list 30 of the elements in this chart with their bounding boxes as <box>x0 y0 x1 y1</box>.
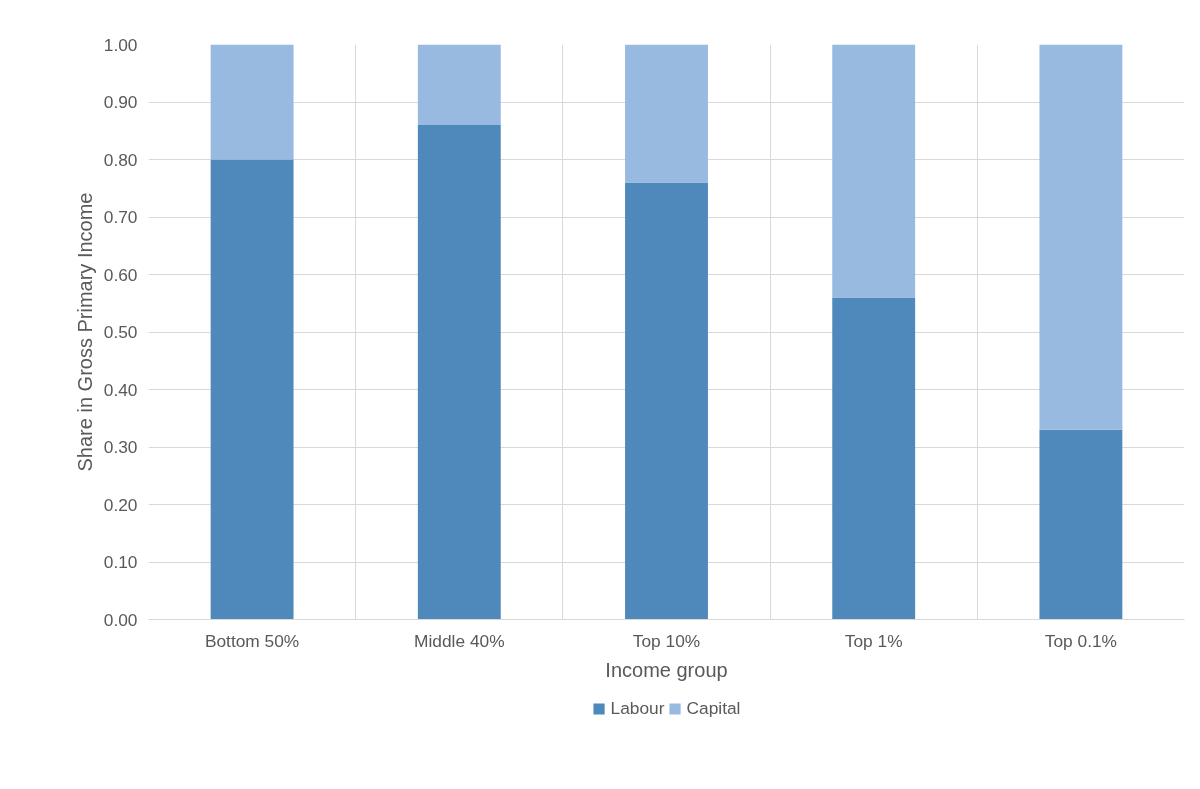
x-axis-title: Income group <box>605 658 728 681</box>
y-tick-label: 0.30 <box>103 437 138 457</box>
y-tick-label: 0.70 <box>103 207 138 227</box>
bar <box>832 297 916 620</box>
y-tick-label: 0.10 <box>103 552 138 572</box>
bar <box>417 125 501 620</box>
bar <box>210 44 294 160</box>
y-tick-label: 0.40 <box>103 379 138 400</box>
x-tick-label: Top 10% <box>632 630 701 651</box>
bar <box>210 159 294 620</box>
y-tick-label: 1.00 <box>103 34 138 55</box>
y-tick-label: 0.50 <box>103 322 138 342</box>
y-axis-title: Share in Gross Primary Income <box>73 192 96 472</box>
bar <box>625 44 708 183</box>
bar <box>1039 429 1123 620</box>
y-tick-label: 0.90 <box>103 92 138 112</box>
y-tick-label: 0.80 <box>103 149 138 170</box>
y-tick-label: 0.20 <box>103 494 138 515</box>
legend-label: Labour <box>610 697 665 719</box>
y-tick-label: 0.00 <box>103 609 138 630</box>
bar <box>1039 44 1123 430</box>
bar <box>832 44 916 298</box>
y-tick-label: 0.60 <box>103 264 138 285</box>
x-tick-label: Bottom 50% <box>204 630 300 651</box>
x-tick-label: Top 1% <box>844 630 903 651</box>
bar <box>625 182 708 620</box>
legend-label: Capital <box>686 697 741 719</box>
x-tick-label: Middle 40% <box>414 630 505 651</box>
x-tick-label: Top 0.1% <box>1044 630 1118 651</box>
bar <box>417 44 501 125</box>
